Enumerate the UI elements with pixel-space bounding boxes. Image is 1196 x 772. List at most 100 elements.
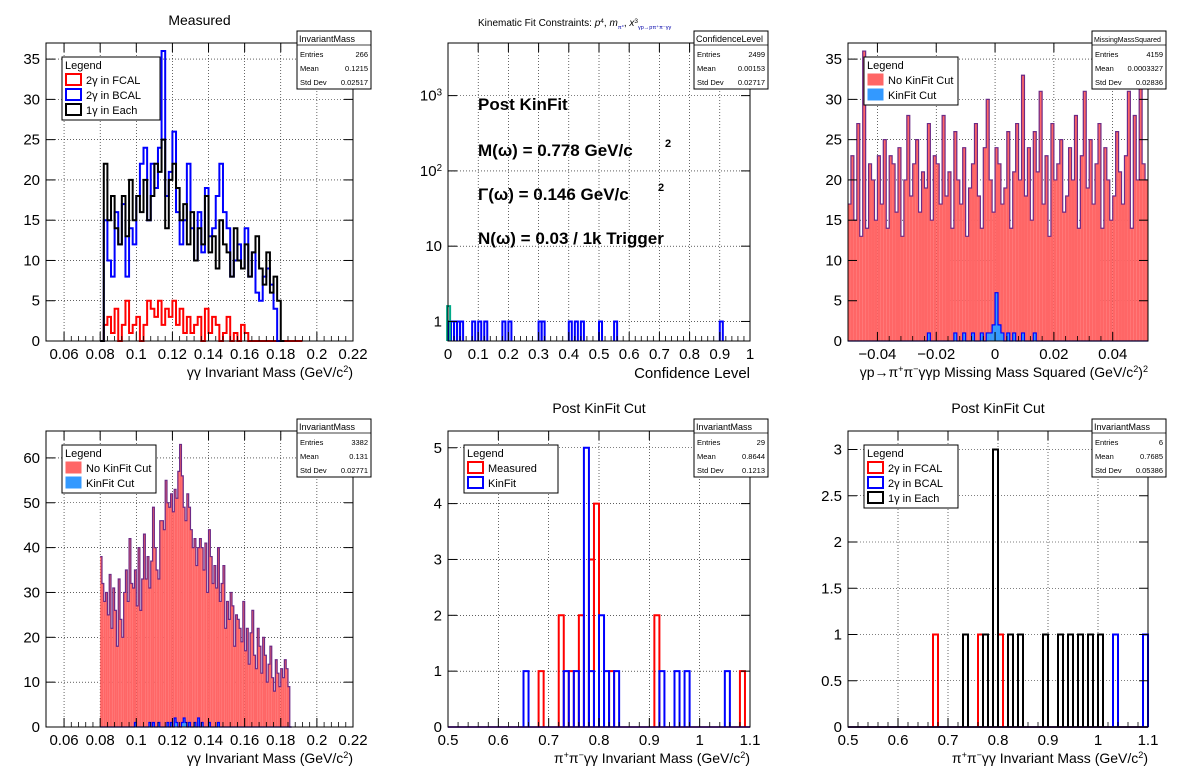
stats-frame	[296, 418, 372, 478]
histogram-bar	[194, 722, 196, 727]
x-tick-label: 0.6	[888, 732, 909, 749]
legend-entry-label: 2γ in BCAL	[888, 478, 943, 490]
annotation-mass: M(ω) = 0.778 GeV/c	[478, 141, 633, 160]
histogram-bar	[562, 670, 570, 727]
histogram-bar	[244, 650, 247, 727]
histogram-bar	[273, 691, 276, 727]
x-tick-label: 0.9	[1038, 732, 1059, 749]
label-part: π°	[618, 25, 624, 31]
histogram-bar	[129, 538, 131, 727]
label-part: ,	[604, 18, 610, 29]
histogram-bar	[242, 601, 245, 727]
histogram-bar	[176, 722, 178, 727]
histogram-bar	[278, 686, 281, 727]
x-tick-label: 0.22	[338, 346, 367, 363]
histogram-bar	[228, 619, 231, 727]
x-tick-label: 0	[991, 346, 999, 363]
histogram-bar	[197, 547, 200, 727]
x-tick-label: 0.06	[49, 346, 78, 363]
legend-entry-label: Measured	[488, 463, 537, 475]
chart-title: Kinematic Fit Constraints: p4, mπ°, x3γp…	[478, 18, 672, 32]
histogram-bar	[977, 196, 981, 341]
histogram-bar	[1071, 179, 1075, 341]
histogram-bar	[248, 664, 251, 727]
histogram-bar	[540, 320, 546, 341]
histogram-bar	[1136, 179, 1140, 341]
histogram-bar	[201, 547, 204, 727]
stats-value: 4159	[1146, 50, 1163, 59]
histogram-bar	[930, 220, 934, 341]
label-part: γp→pπ⁺π⁻γγ	[638, 24, 672, 31]
histogram-bar	[572, 670, 580, 727]
x-tick-label: −0.02	[917, 346, 955, 363]
legend-box: Legend No KinFit Cut KinFit Cut	[61, 444, 157, 494]
histogram-bar	[1000, 332, 1004, 341]
x-tick-label: 0.16	[230, 346, 259, 363]
histogram-bar	[203, 570, 205, 727]
x-tick-label: 0.6	[619, 346, 640, 363]
histogram-bar	[163, 529, 166, 727]
histogram-bar	[683, 670, 691, 727]
legend-swatch	[467, 476, 484, 489]
annotation-mass-sup: 2	[665, 138, 671, 150]
histogram-bar	[138, 547, 140, 727]
y-tick-label: 5	[834, 293, 842, 310]
histogram-bar	[953, 332, 957, 341]
x-axis-label: γp→π+π−γγp Missing Mass Squared (GeV/c2)…	[860, 364, 1148, 380]
histogram-bar	[1068, 147, 1072, 341]
histogram-bar	[582, 446, 590, 727]
histogram-bar	[522, 670, 530, 727]
x-tick-label: 0.7	[649, 346, 670, 363]
x-tick-label: 0.8	[589, 732, 610, 749]
legend-entry-label: No KinFit Cut	[888, 75, 953, 87]
histogram-bar	[995, 147, 998, 341]
histogram-bar	[112, 587, 115, 727]
histogram-bar	[114, 610, 117, 727]
histogram-bar	[139, 610, 142, 727]
stats-label: Mean	[1095, 452, 1114, 461]
histogram-bar	[212, 583, 214, 727]
histogram-bar	[980, 332, 984, 341]
histogram-bar	[501, 320, 507, 341]
histogram-bar	[181, 722, 184, 727]
histogram-bar	[953, 131, 957, 341]
legend-swatch	[467, 461, 484, 474]
histogram-bar	[226, 601, 229, 727]
histogram-bar	[874, 220, 878, 341]
histogram-bar	[1012, 332, 1016, 341]
histogram-bar	[134, 722, 137, 727]
histogram-bar	[673, 670, 681, 727]
label-part: m	[609, 18, 617, 29]
histogram-bar	[567, 320, 573, 341]
histogram-bar	[877, 155, 881, 341]
x-tick-label: 0.8	[988, 732, 1009, 749]
histogram-bar	[215, 587, 218, 727]
x-tick-label: 0.2	[498, 346, 519, 363]
histogram-outline	[100, 443, 292, 728]
plot-frame	[45, 430, 354, 728]
legend-swatch	[65, 476, 82, 489]
histogram-bar	[927, 123, 931, 341]
x-tick-label: 0.2	[306, 732, 327, 749]
plot-frame	[45, 42, 354, 342]
x-axis-label: γγ Invariant Mass (GeV/c2)	[187, 750, 353, 766]
histogram-bar	[892, 163, 896, 341]
y-tick-label: 5	[32, 293, 40, 310]
histogram-bar	[868, 163, 872, 341]
histogram-bar	[217, 547, 220, 727]
histogram-bar	[1006, 131, 1010, 341]
histogram-bar	[157, 722, 160, 727]
histogram-bar	[1098, 123, 1101, 341]
y-tick-label: 0	[32, 719, 40, 736]
plot-frame	[847, 42, 1149, 342]
histogram-bar	[939, 204, 943, 341]
x-tick-label: 0.16	[230, 732, 259, 749]
chart-panel-measured: 0.06 0.08 0.1 0.12 0.14 0.16 0.18 0.2 0.22 0 5 10 15…	[23, 12, 372, 380]
y-tick-label: 0	[834, 333, 842, 350]
y-tick-label: 15	[23, 212, 40, 229]
x-tick-label: 0.4	[558, 346, 579, 363]
histogram-bar	[912, 163, 916, 341]
histogram-bar	[1133, 115, 1137, 342]
histogram-bar	[587, 670, 595, 727]
series-no-kinfit-cut	[848, 50, 1148, 342]
